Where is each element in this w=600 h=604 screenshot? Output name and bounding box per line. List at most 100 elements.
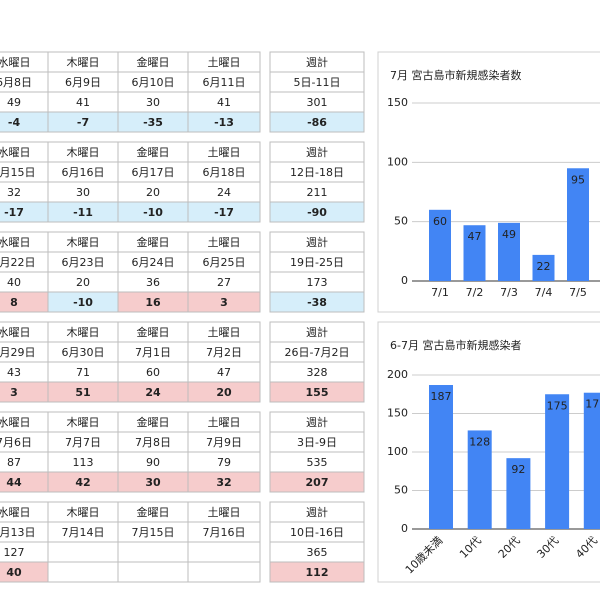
table-cell <box>269 381 365 403</box>
week-range: 3日-9日 <box>297 436 337 449</box>
diff: 24 <box>145 386 161 399</box>
day-header: 土曜日 <box>208 56 241 69</box>
count: 41 <box>217 96 231 109</box>
day-header: 土曜日 <box>208 236 241 249</box>
day-header: 木曜日 <box>67 506 100 519</box>
week-header: 週計 <box>306 415 328 429</box>
table-cell <box>47 561 119 583</box>
table-cell <box>269 561 365 583</box>
count: 127 <box>4 546 25 559</box>
week-header: 週計 <box>306 235 328 249</box>
date: 7月1日 <box>135 346 171 359</box>
bar <box>532 254 555 281</box>
week-header: 週計 <box>306 325 328 339</box>
x-tick-label: 7/5 <box>569 286 587 299</box>
week-range: 5日-11日 <box>294 76 341 89</box>
y-tick-label: 100 <box>387 155 408 168</box>
count: 40 <box>7 276 21 289</box>
day-header: 水曜日 <box>0 146 31 159</box>
bar-value-label: 175 <box>547 399 568 412</box>
table-cell <box>187 381 261 403</box>
date: 6月11日 <box>203 76 246 89</box>
diff: 40 <box>6 566 22 579</box>
table-cell <box>269 201 365 223</box>
table-cell <box>187 291 261 313</box>
count: 24 <box>217 186 231 199</box>
bar-value-label: 22 <box>537 260 551 273</box>
diff: -10 <box>143 206 163 219</box>
bar-value-label: 60 <box>433 215 447 228</box>
week-count: 301 <box>307 96 328 109</box>
week-range: 26日-7月2日 <box>285 346 350 359</box>
diff: 30 <box>145 476 161 489</box>
diff: -10 <box>73 296 93 309</box>
bar-value-label: 95 <box>571 173 585 186</box>
date: 6月15日 <box>0 166 36 179</box>
bar-value-label: 49 <box>502 228 516 241</box>
week-diff: 155 <box>306 386 329 399</box>
week-diff: 112 <box>306 566 329 579</box>
y-tick-label: 200 <box>387 368 408 381</box>
date: 7月6日 <box>0 436 32 449</box>
table-cell <box>117 561 189 583</box>
y-tick-label: 50 <box>394 215 408 228</box>
x-tick-label: 7/4 <box>535 286 553 299</box>
chart-title: 6-7月 宮古島市新規感染者 <box>390 338 521 352</box>
bar <box>467 430 492 529</box>
day-header: 金曜日 <box>137 415 170 429</box>
day-header: 水曜日 <box>0 236 31 249</box>
date: 6月8日 <box>0 76 32 89</box>
diff: 8 <box>10 296 18 309</box>
date: 7月2日 <box>206 346 242 359</box>
day-header: 木曜日 <box>67 326 100 339</box>
y-tick-label: 0 <box>401 522 408 535</box>
day-header: 木曜日 <box>67 236 100 249</box>
date: 6月9日 <box>65 76 101 89</box>
date: 6月22日 <box>0 256 36 269</box>
table-cell <box>269 471 365 493</box>
bar-value-label: 92 <box>511 463 525 476</box>
week-count: 211 <box>307 186 328 199</box>
diff: 42 <box>75 476 90 489</box>
week-count: 365 <box>307 546 328 559</box>
y-tick-label: 150 <box>387 407 408 420</box>
day-header: 木曜日 <box>67 56 100 69</box>
date: 7月13日 <box>0 526 36 539</box>
bar-value-label: 177 <box>585 398 600 411</box>
day-header: 木曜日 <box>67 416 100 429</box>
bar <box>498 222 520 281</box>
table-cell <box>187 541 261 563</box>
date: 6月23日 <box>62 256 105 269</box>
date: 7月8日 <box>135 436 171 449</box>
week-diff: -38 <box>307 296 327 309</box>
count: 87 <box>7 456 21 469</box>
count: 43 <box>7 366 21 379</box>
day-header: 土曜日 <box>208 506 241 519</box>
day-header: 金曜日 <box>137 505 170 519</box>
day-header: 水曜日 <box>0 56 31 69</box>
week-header: 週計 <box>306 55 328 69</box>
count: 79 <box>217 456 231 469</box>
day-header: 水曜日 <box>0 506 31 519</box>
diff: 16 <box>145 296 161 309</box>
count: 20 <box>146 186 160 199</box>
bar <box>429 209 451 281</box>
diff: -4 <box>8 116 21 129</box>
chart-title: 7月 宮古島市新規感染者数 <box>390 68 522 82</box>
day-header: 土曜日 <box>208 416 241 429</box>
week-count: 173 <box>307 276 328 289</box>
table-cell <box>187 111 261 133</box>
x-tick-label: 7/1 <box>431 286 449 299</box>
date: 6月25日 <box>203 256 246 269</box>
day-header: 水曜日 <box>0 326 31 339</box>
bar <box>583 392 600 529</box>
table-cell <box>187 471 261 493</box>
count: 36 <box>146 276 160 289</box>
y-tick-label: 100 <box>387 445 408 458</box>
diff: 20 <box>216 386 232 399</box>
table-cell <box>269 291 365 313</box>
week-diff: -86 <box>307 116 327 129</box>
count: 113 <box>73 456 94 469</box>
y-tick-label: 0 <box>401 274 408 287</box>
